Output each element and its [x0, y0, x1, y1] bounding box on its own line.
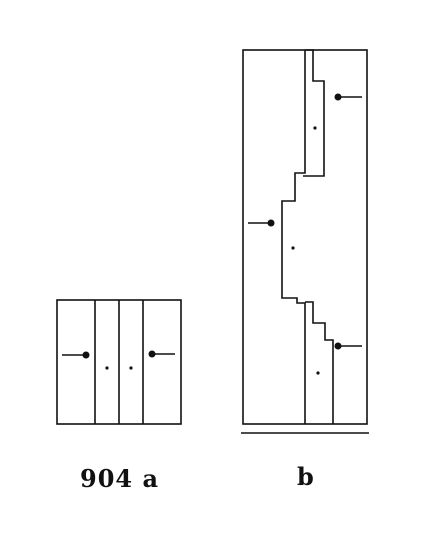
- figure-b-bottom-contact: [334, 342, 342, 350]
- figure-b-caption: b: [297, 462, 315, 491]
- figure-a-caption: 904 a: [80, 464, 160, 493]
- figure-b-right-step-boundary: [303, 49, 325, 177]
- figure-a-right-contact: [148, 350, 156, 358]
- figure-a-center-dot-right: [129, 366, 133, 370]
- figure-b-bottom-dot: [316, 371, 320, 375]
- figure-b-top-dot: [313, 126, 317, 130]
- figure-a-diagram: [56, 299, 182, 425]
- figure-b-top-contact: [334, 93, 342, 101]
- figure-a-left-contact: [82, 351, 90, 359]
- figure-b-left-step-boundary: [281, 50, 306, 424]
- figure-b-middle-dot: [291, 246, 295, 250]
- figure-b-lower-right-boundary: [305, 301, 334, 424]
- figure-b-middle-contact: [267, 219, 275, 227]
- figure-b-diagram: [241, 49, 369, 434]
- figure-a-center-dot-left: [105, 366, 109, 370]
